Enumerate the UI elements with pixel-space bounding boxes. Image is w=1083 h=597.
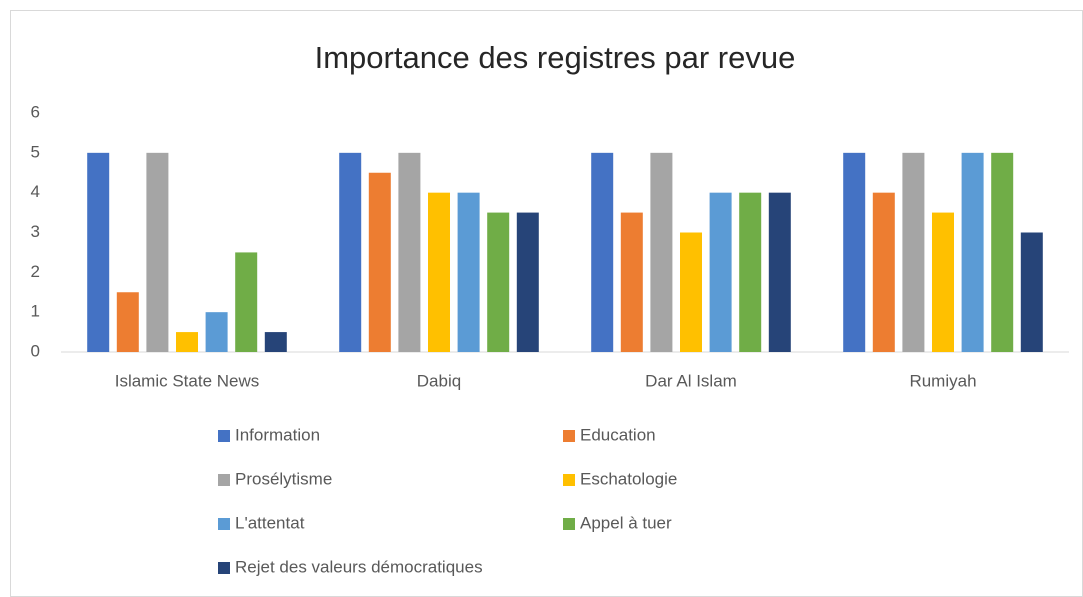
bar xyxy=(680,232,702,352)
bar xyxy=(961,152,984,352)
x-tick-label: Rumiyah xyxy=(909,371,976,390)
bar xyxy=(398,152,421,352)
bar xyxy=(739,192,762,352)
bar xyxy=(516,212,539,352)
legend-label: Prosélytisme xyxy=(235,469,332,488)
bar xyxy=(339,152,362,352)
bar xyxy=(235,252,258,352)
y-tick-label: 3 xyxy=(31,222,40,241)
bar xyxy=(87,152,110,352)
legend-label: Rejet des valeurs démocratiques xyxy=(235,557,483,576)
y-tick-label: 1 xyxy=(31,302,40,321)
bar xyxy=(768,192,791,352)
legend-swatch xyxy=(218,518,230,530)
bar xyxy=(176,332,198,352)
x-tick-label: Islamic State News xyxy=(115,371,260,390)
y-tick-label: 4 xyxy=(31,182,40,201)
y-tick-label: 2 xyxy=(31,262,40,281)
bar xyxy=(843,152,866,352)
bar xyxy=(368,172,391,352)
legend-swatch xyxy=(563,430,575,442)
bar xyxy=(116,292,139,352)
bar xyxy=(487,212,510,352)
y-tick-label: 6 xyxy=(31,102,40,121)
legend-swatch xyxy=(563,474,575,486)
legend-label: Education xyxy=(580,425,656,444)
bar xyxy=(902,152,925,352)
bar xyxy=(872,192,895,352)
bar xyxy=(146,152,169,352)
bar xyxy=(991,152,1014,352)
legend-swatch xyxy=(218,562,230,574)
chart-title: Importance des registres par revue xyxy=(315,40,796,75)
x-tick-label: Dabiq xyxy=(417,371,461,390)
legend-label: Eschatologie xyxy=(580,469,677,488)
legend-label: Appel à tuer xyxy=(580,513,672,532)
legend-swatch xyxy=(218,430,230,442)
y-tick-label: 5 xyxy=(31,142,40,161)
legend-swatch xyxy=(218,474,230,486)
bar xyxy=(205,312,228,352)
bar xyxy=(264,332,287,352)
bar xyxy=(428,192,450,352)
bar xyxy=(457,192,480,352)
bar xyxy=(932,212,954,352)
bar xyxy=(620,212,643,352)
legend-label: Information xyxy=(235,425,320,444)
y-tick-label: 0 xyxy=(31,341,40,360)
bar xyxy=(709,192,732,352)
legend-label: L'attentat xyxy=(235,513,305,532)
x-tick-label: Dar Al Islam xyxy=(645,371,737,390)
bar xyxy=(1020,232,1043,352)
bar xyxy=(591,152,614,352)
bar xyxy=(650,152,673,352)
legend-swatch xyxy=(563,518,575,530)
